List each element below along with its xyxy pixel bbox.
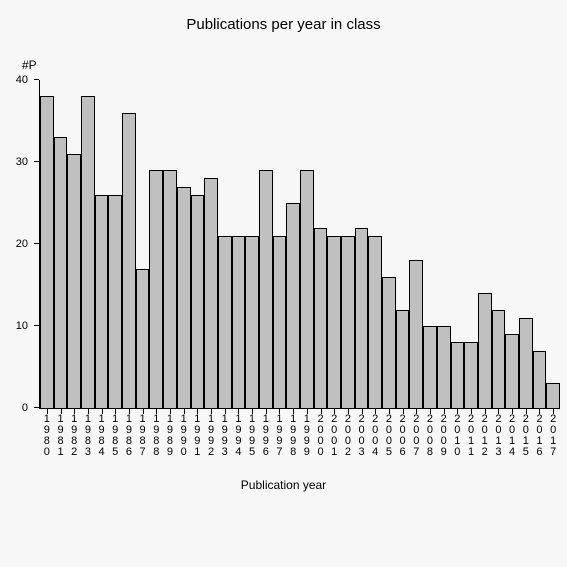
x-tick-label: 1990 [177, 414, 191, 458]
x-tick-label: 2005 [382, 414, 396, 458]
bar [314, 228, 328, 408]
bar [40, 96, 54, 408]
bar [108, 195, 122, 408]
y-tick [34, 161, 39, 162]
x-tick-label: 2015 [519, 414, 533, 458]
x-tick-label: 1997 [273, 414, 287, 458]
bar [451, 342, 465, 408]
bar [464, 342, 478, 408]
chart-title: Publications per year in class [0, 16, 567, 33]
x-tick-label: 1983 [81, 414, 95, 458]
x-tick-label: 1985 [108, 414, 122, 458]
bar [81, 96, 95, 408]
bar [163, 170, 177, 408]
y-tick-label: 30 [16, 156, 32, 168]
bar [218, 236, 232, 408]
bar [368, 236, 382, 408]
bar [355, 228, 369, 408]
bar [382, 277, 396, 408]
plot-area: 0102030401980198119821983198419851986198… [40, 80, 560, 408]
x-tick-label: 2009 [437, 414, 451, 458]
bar [204, 178, 218, 408]
x-tick-label: 2014 [505, 414, 519, 458]
bar [286, 203, 300, 408]
x-tick-label: 2002 [341, 414, 355, 458]
x-tick-label: 2008 [423, 414, 437, 458]
x-tick-label: 2006 [396, 414, 410, 458]
bar [341, 236, 355, 408]
bar [519, 318, 533, 408]
x-tick-label: 1980 [40, 414, 54, 458]
y-tick [34, 325, 39, 326]
x-tick-label: 1988 [149, 414, 163, 458]
bar [149, 170, 163, 408]
bar [546, 383, 560, 408]
bar [122, 113, 136, 408]
x-tick-label: 1981 [54, 414, 68, 458]
y-tick-label: 10 [16, 320, 32, 332]
bar [437, 326, 451, 408]
bar [505, 334, 519, 408]
y-tick-label: 20 [16, 238, 32, 250]
chart-area: 0102030401980198119821983198419851986198… [40, 80, 560, 408]
x-tick-label: 1993 [218, 414, 232, 458]
y-tick [34, 407, 39, 408]
bar [54, 137, 68, 408]
bar [423, 326, 437, 408]
bar [67, 154, 81, 408]
y-axis-label: #P [22, 58, 37, 72]
x-tick-label: 2013 [492, 414, 506, 458]
bar [492, 310, 506, 408]
chart-frame: Publications per year in class #P 010203… [0, 0, 567, 567]
x-tick-label: 1982 [67, 414, 81, 458]
x-tick-label: 1999 [300, 414, 314, 458]
x-tick-label: 1986 [122, 414, 136, 458]
x-tick-label: 2007 [409, 414, 423, 458]
bar [478, 293, 492, 408]
x-tick-label: 2001 [327, 414, 341, 458]
bar [409, 260, 423, 408]
x-tick-label: 2003 [355, 414, 369, 458]
x-tick-label: 1989 [163, 414, 177, 458]
bar [396, 310, 410, 408]
bar [273, 236, 287, 408]
bar [191, 195, 205, 408]
y-tick [34, 79, 39, 80]
x-tick-label: 2017 [546, 414, 560, 458]
bar [327, 236, 341, 408]
y-tick-label: 40 [16, 74, 32, 86]
y-tick [34, 243, 39, 244]
bar [245, 236, 259, 408]
bar [300, 170, 314, 408]
bar [95, 195, 109, 408]
x-tick-label: 2010 [451, 414, 465, 458]
x-tick-label: 2004 [368, 414, 382, 458]
bar [136, 269, 150, 408]
x-axis-label: Publication year [0, 478, 567, 492]
x-tick-label: 1991 [191, 414, 205, 458]
x-tick-label: 1984 [95, 414, 109, 458]
bar [259, 170, 273, 408]
x-tick-label: 1998 [286, 414, 300, 458]
x-tick-label: 2000 [314, 414, 328, 458]
x-tick-label: 2016 [533, 414, 547, 458]
x-axis [39, 408, 560, 409]
bar [177, 187, 191, 408]
x-tick-label: 1996 [259, 414, 273, 458]
y-tick-label: 0 [22, 402, 32, 414]
x-tick-label: 1987 [136, 414, 150, 458]
x-tick-label: 2011 [464, 414, 478, 458]
x-tick-label: 1994 [232, 414, 246, 458]
x-tick-label: 1992 [204, 414, 218, 458]
x-tick-label: 2012 [478, 414, 492, 458]
bar [232, 236, 246, 408]
x-tick-label: 1995 [245, 414, 259, 458]
bar [533, 351, 547, 408]
